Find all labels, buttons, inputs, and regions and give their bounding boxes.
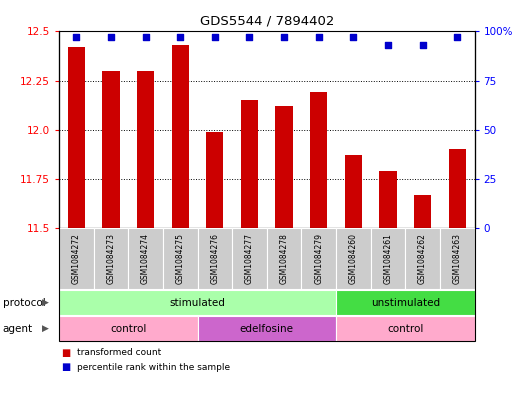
Point — [453, 34, 461, 40]
Point — [384, 42, 392, 48]
Text: edelfosine: edelfosine — [240, 323, 294, 334]
Text: percentile rank within the sample: percentile rank within the sample — [77, 363, 230, 371]
Bar — [93, 228, 128, 289]
Bar — [198, 228, 232, 289]
Point — [176, 34, 184, 40]
Text: control: control — [110, 323, 146, 334]
Point — [72, 34, 81, 40]
Bar — [336, 316, 475, 341]
Bar — [171, 45, 189, 228]
Text: GSM1084262: GSM1084262 — [418, 233, 427, 284]
Bar — [267, 228, 301, 289]
Bar — [405, 228, 440, 289]
Text: protocol: protocol — [3, 298, 45, 308]
Title: GDS5544 / 7894402: GDS5544 / 7894402 — [200, 15, 334, 28]
Bar — [59, 316, 198, 341]
Point — [107, 34, 115, 40]
Bar — [379, 171, 397, 228]
Bar — [301, 228, 336, 289]
Text: GSM1084279: GSM1084279 — [314, 233, 323, 284]
Bar — [448, 149, 466, 228]
Bar — [414, 195, 431, 228]
Text: GSM1084277: GSM1084277 — [245, 233, 254, 284]
Bar — [198, 316, 336, 341]
Bar — [128, 228, 163, 289]
Text: GSM1084275: GSM1084275 — [175, 233, 185, 284]
Point — [211, 34, 219, 40]
Bar — [336, 290, 475, 315]
Point — [349, 34, 358, 40]
Bar — [102, 71, 120, 228]
Bar — [137, 71, 154, 228]
Text: stimulated: stimulated — [170, 298, 225, 308]
Text: ■: ■ — [62, 347, 71, 358]
Bar — [345, 155, 362, 228]
Point — [142, 34, 150, 40]
Bar — [275, 106, 293, 228]
Point — [419, 42, 427, 48]
Bar — [370, 228, 405, 289]
Text: ▶: ▶ — [42, 324, 49, 333]
Text: agent: agent — [3, 323, 33, 334]
Point — [245, 34, 253, 40]
Text: transformed count: transformed count — [77, 348, 161, 357]
Text: GSM1084272: GSM1084272 — [72, 233, 81, 284]
Text: GSM1084261: GSM1084261 — [383, 233, 392, 284]
Text: unstimulated: unstimulated — [371, 298, 440, 308]
Text: GSM1084260: GSM1084260 — [349, 233, 358, 284]
Bar — [232, 228, 267, 289]
Bar — [59, 290, 336, 315]
Text: GSM1084276: GSM1084276 — [210, 233, 220, 284]
Bar — [59, 228, 93, 289]
Text: ▶: ▶ — [42, 298, 49, 307]
Text: GSM1084263: GSM1084263 — [452, 233, 462, 284]
Bar — [68, 47, 85, 228]
Text: GSM1084274: GSM1084274 — [141, 233, 150, 284]
Text: control: control — [387, 323, 423, 334]
Bar — [241, 100, 258, 228]
Point — [280, 34, 288, 40]
Text: ■: ■ — [62, 362, 71, 372]
Bar — [163, 228, 198, 289]
Point — [314, 34, 323, 40]
Bar — [310, 92, 327, 228]
Text: GSM1084278: GSM1084278 — [280, 233, 289, 284]
Bar — [440, 228, 475, 289]
Text: GSM1084273: GSM1084273 — [106, 233, 115, 284]
Bar — [336, 228, 370, 289]
Bar — [206, 132, 224, 228]
